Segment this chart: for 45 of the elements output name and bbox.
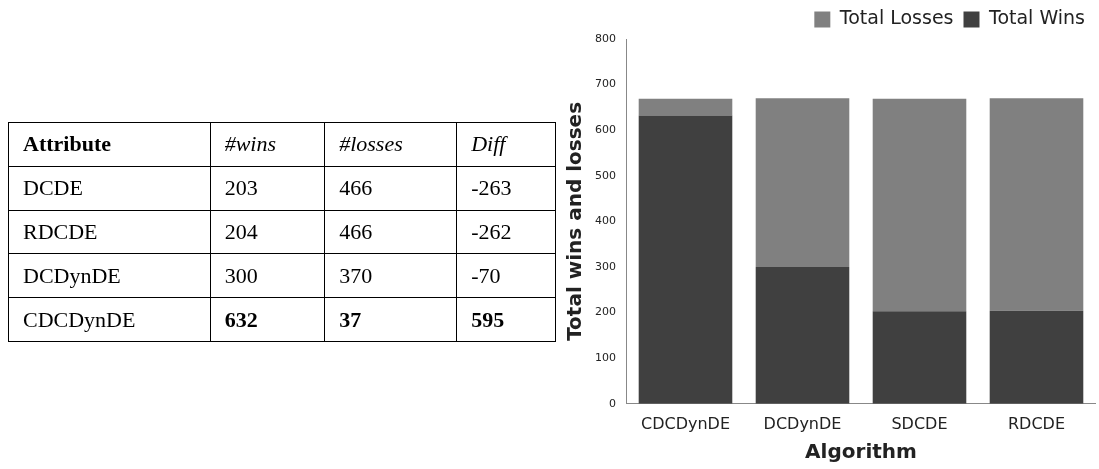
y-tick-label: 600 (595, 123, 616, 137)
y-axis-title: Attribute (8, 122, 211, 167)
y-tick-label: RDCDE (8, 210, 211, 254)
data-label: 466 (324, 210, 457, 254)
y-tick-label: 100 (595, 351, 616, 365)
x-tick-label: Diff (456, 122, 556, 167)
data-label: 37 (324, 297, 457, 342)
bar (755, 267, 850, 404)
y-tick-label: 0 (609, 396, 616, 410)
y-tick-label: CDCDynDE (8, 297, 211, 342)
x-tick-label: SDCDE (891, 413, 948, 433)
data-label: 466 (324, 166, 457, 211)
y-tick-label: 500 (595, 168, 616, 182)
bar (989, 98, 1084, 311)
bar (872, 311, 967, 404)
y-tick-label: 400 (595, 214, 616, 228)
bar (638, 115, 733, 404)
data-label: 595 (456, 297, 556, 342)
bar (755, 98, 850, 267)
data-label: 204 (210, 210, 325, 254)
x-tick-label: RDCDE (1007, 413, 1066, 433)
bar (872, 98, 967, 312)
y-tick-label: DCDE (8, 166, 211, 211)
data-label: 632 (210, 297, 325, 342)
x-tick-label: #losses (324, 122, 457, 167)
y-axis-title: Total wins and losses (562, 101, 587, 341)
y-tick-label: 300 (595, 259, 616, 273)
x-tick-label: DCDynDE (763, 413, 842, 433)
legend-label: Total Wins (988, 6, 1086, 29)
bar (638, 98, 733, 116)
bar (989, 310, 1084, 404)
data-label: 370 (324, 253, 457, 298)
y-tick-label: 800 (595, 31, 616, 45)
data-label: 300 (210, 253, 325, 298)
data-label: 203 (210, 166, 325, 211)
data-label: -262 (456, 210, 556, 254)
x-tick-label: #wins (210, 122, 325, 167)
y-tick-label: DCDynDE (8, 253, 211, 298)
legend-label: Total Losses (838, 6, 954, 29)
y-tick-label: 700 (595, 77, 616, 91)
x-tick-label: CDCDynDE (640, 413, 731, 433)
y-tick-label: 200 (595, 305, 616, 319)
data-label: -70 (456, 253, 556, 298)
x-axis-title: Algorithm (805, 439, 917, 464)
data-label: -263 (456, 166, 556, 211)
